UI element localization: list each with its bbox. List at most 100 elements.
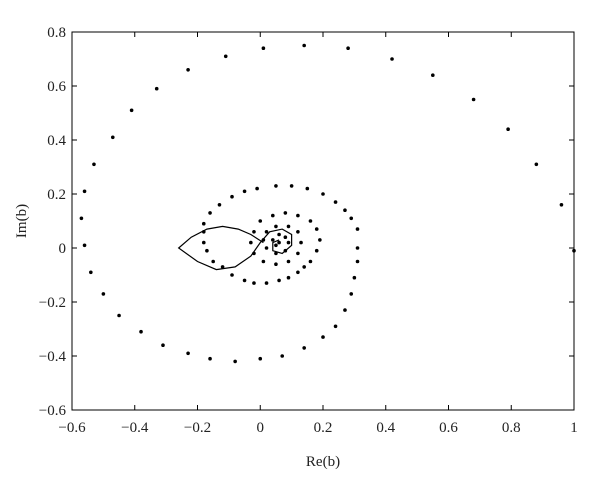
point — [286, 259, 291, 264]
curve — [177, 225, 293, 271]
point — [289, 184, 294, 188]
point — [205, 248, 209, 253]
point — [314, 227, 319, 231]
point — [352, 275, 357, 280]
point — [299, 240, 303, 245]
point — [201, 221, 206, 226]
x-tick-label: 0.4 — [376, 420, 395, 436]
point — [296, 270, 300, 275]
y-axis-label: Im(b) — [14, 204, 30, 238]
point — [264, 230, 269, 234]
point — [286, 240, 291, 245]
point — [355, 227, 360, 231]
point — [277, 240, 281, 245]
point — [283, 235, 288, 239]
y-tick-label: −0.4 — [39, 349, 67, 365]
point — [258, 356, 263, 361]
point — [208, 356, 212, 361]
point — [271, 213, 275, 218]
point — [274, 262, 278, 267]
point — [242, 278, 247, 283]
point — [471, 97, 476, 102]
point — [559, 203, 564, 207]
point — [349, 216, 354, 221]
point — [223, 54, 228, 59]
point — [355, 246, 360, 250]
point — [274, 184, 278, 188]
point — [154, 86, 159, 91]
point — [89, 270, 93, 275]
point — [506, 127, 510, 131]
x-axis-label: Re(b) — [306, 454, 340, 470]
point — [230, 273, 234, 277]
x-tick-label: 0.2 — [314, 420, 333, 436]
point — [274, 224, 278, 229]
point — [314, 248, 319, 253]
plot-frame — [71, 31, 575, 411]
point — [252, 281, 256, 285]
point — [390, 57, 394, 61]
y-tick-label: 0 — [59, 241, 67, 257]
point — [161, 343, 165, 348]
point — [333, 324, 338, 329]
point — [208, 211, 212, 215]
point — [296, 213, 300, 218]
point — [117, 313, 121, 318]
x-tick-label: 0.6 — [439, 420, 458, 436]
point — [302, 43, 306, 48]
point — [186, 351, 190, 356]
point — [249, 240, 253, 245]
x-tick-label: 0.8 — [502, 420, 521, 436]
y-tick-label: −0.2 — [39, 295, 66, 311]
point — [572, 248, 576, 253]
point — [343, 208, 347, 212]
point — [318, 238, 322, 242]
point — [211, 259, 215, 264]
point — [343, 308, 347, 312]
x-tick-label: −0.4 — [121, 420, 149, 436]
point — [264, 281, 269, 285]
point — [333, 200, 338, 204]
point — [308, 219, 313, 223]
point — [101, 292, 106, 296]
y-tick-label: 0.8 — [47, 25, 66, 41]
point — [242, 189, 247, 194]
point — [305, 186, 310, 191]
point — [302, 265, 306, 269]
point — [280, 354, 285, 358]
x-tick-label: −0.2 — [184, 420, 211, 436]
point — [286, 275, 291, 280]
point — [129, 108, 134, 113]
x-tick-label: −0.6 — [58, 420, 86, 436]
point — [308, 259, 313, 264]
point — [321, 335, 325, 339]
point — [431, 73, 435, 77]
point — [302, 346, 306, 350]
point — [139, 329, 143, 334]
y-tick-label: 0.6 — [47, 79, 66, 95]
y-tick-label: 0.2 — [47, 187, 66, 203]
point — [110, 135, 115, 140]
point — [220, 265, 225, 269]
point — [79, 216, 84, 221]
point — [355, 259, 360, 264]
point — [271, 238, 275, 242]
x-tick-label: 0 — [257, 420, 265, 436]
point — [296, 251, 300, 256]
point — [264, 246, 269, 250]
point — [274, 243, 278, 248]
point — [296, 230, 300, 234]
point — [261, 46, 266, 50]
point — [261, 259, 266, 264]
point — [349, 292, 354, 296]
point — [255, 186, 259, 191]
y-tick-label: 0.4 — [47, 133, 66, 149]
point — [233, 359, 237, 364]
point — [186, 68, 190, 72]
point — [274, 251, 278, 256]
point — [346, 46, 350, 50]
point — [258, 219, 263, 223]
point — [321, 192, 325, 196]
y-tick-label: −0.6 — [39, 403, 67, 419]
